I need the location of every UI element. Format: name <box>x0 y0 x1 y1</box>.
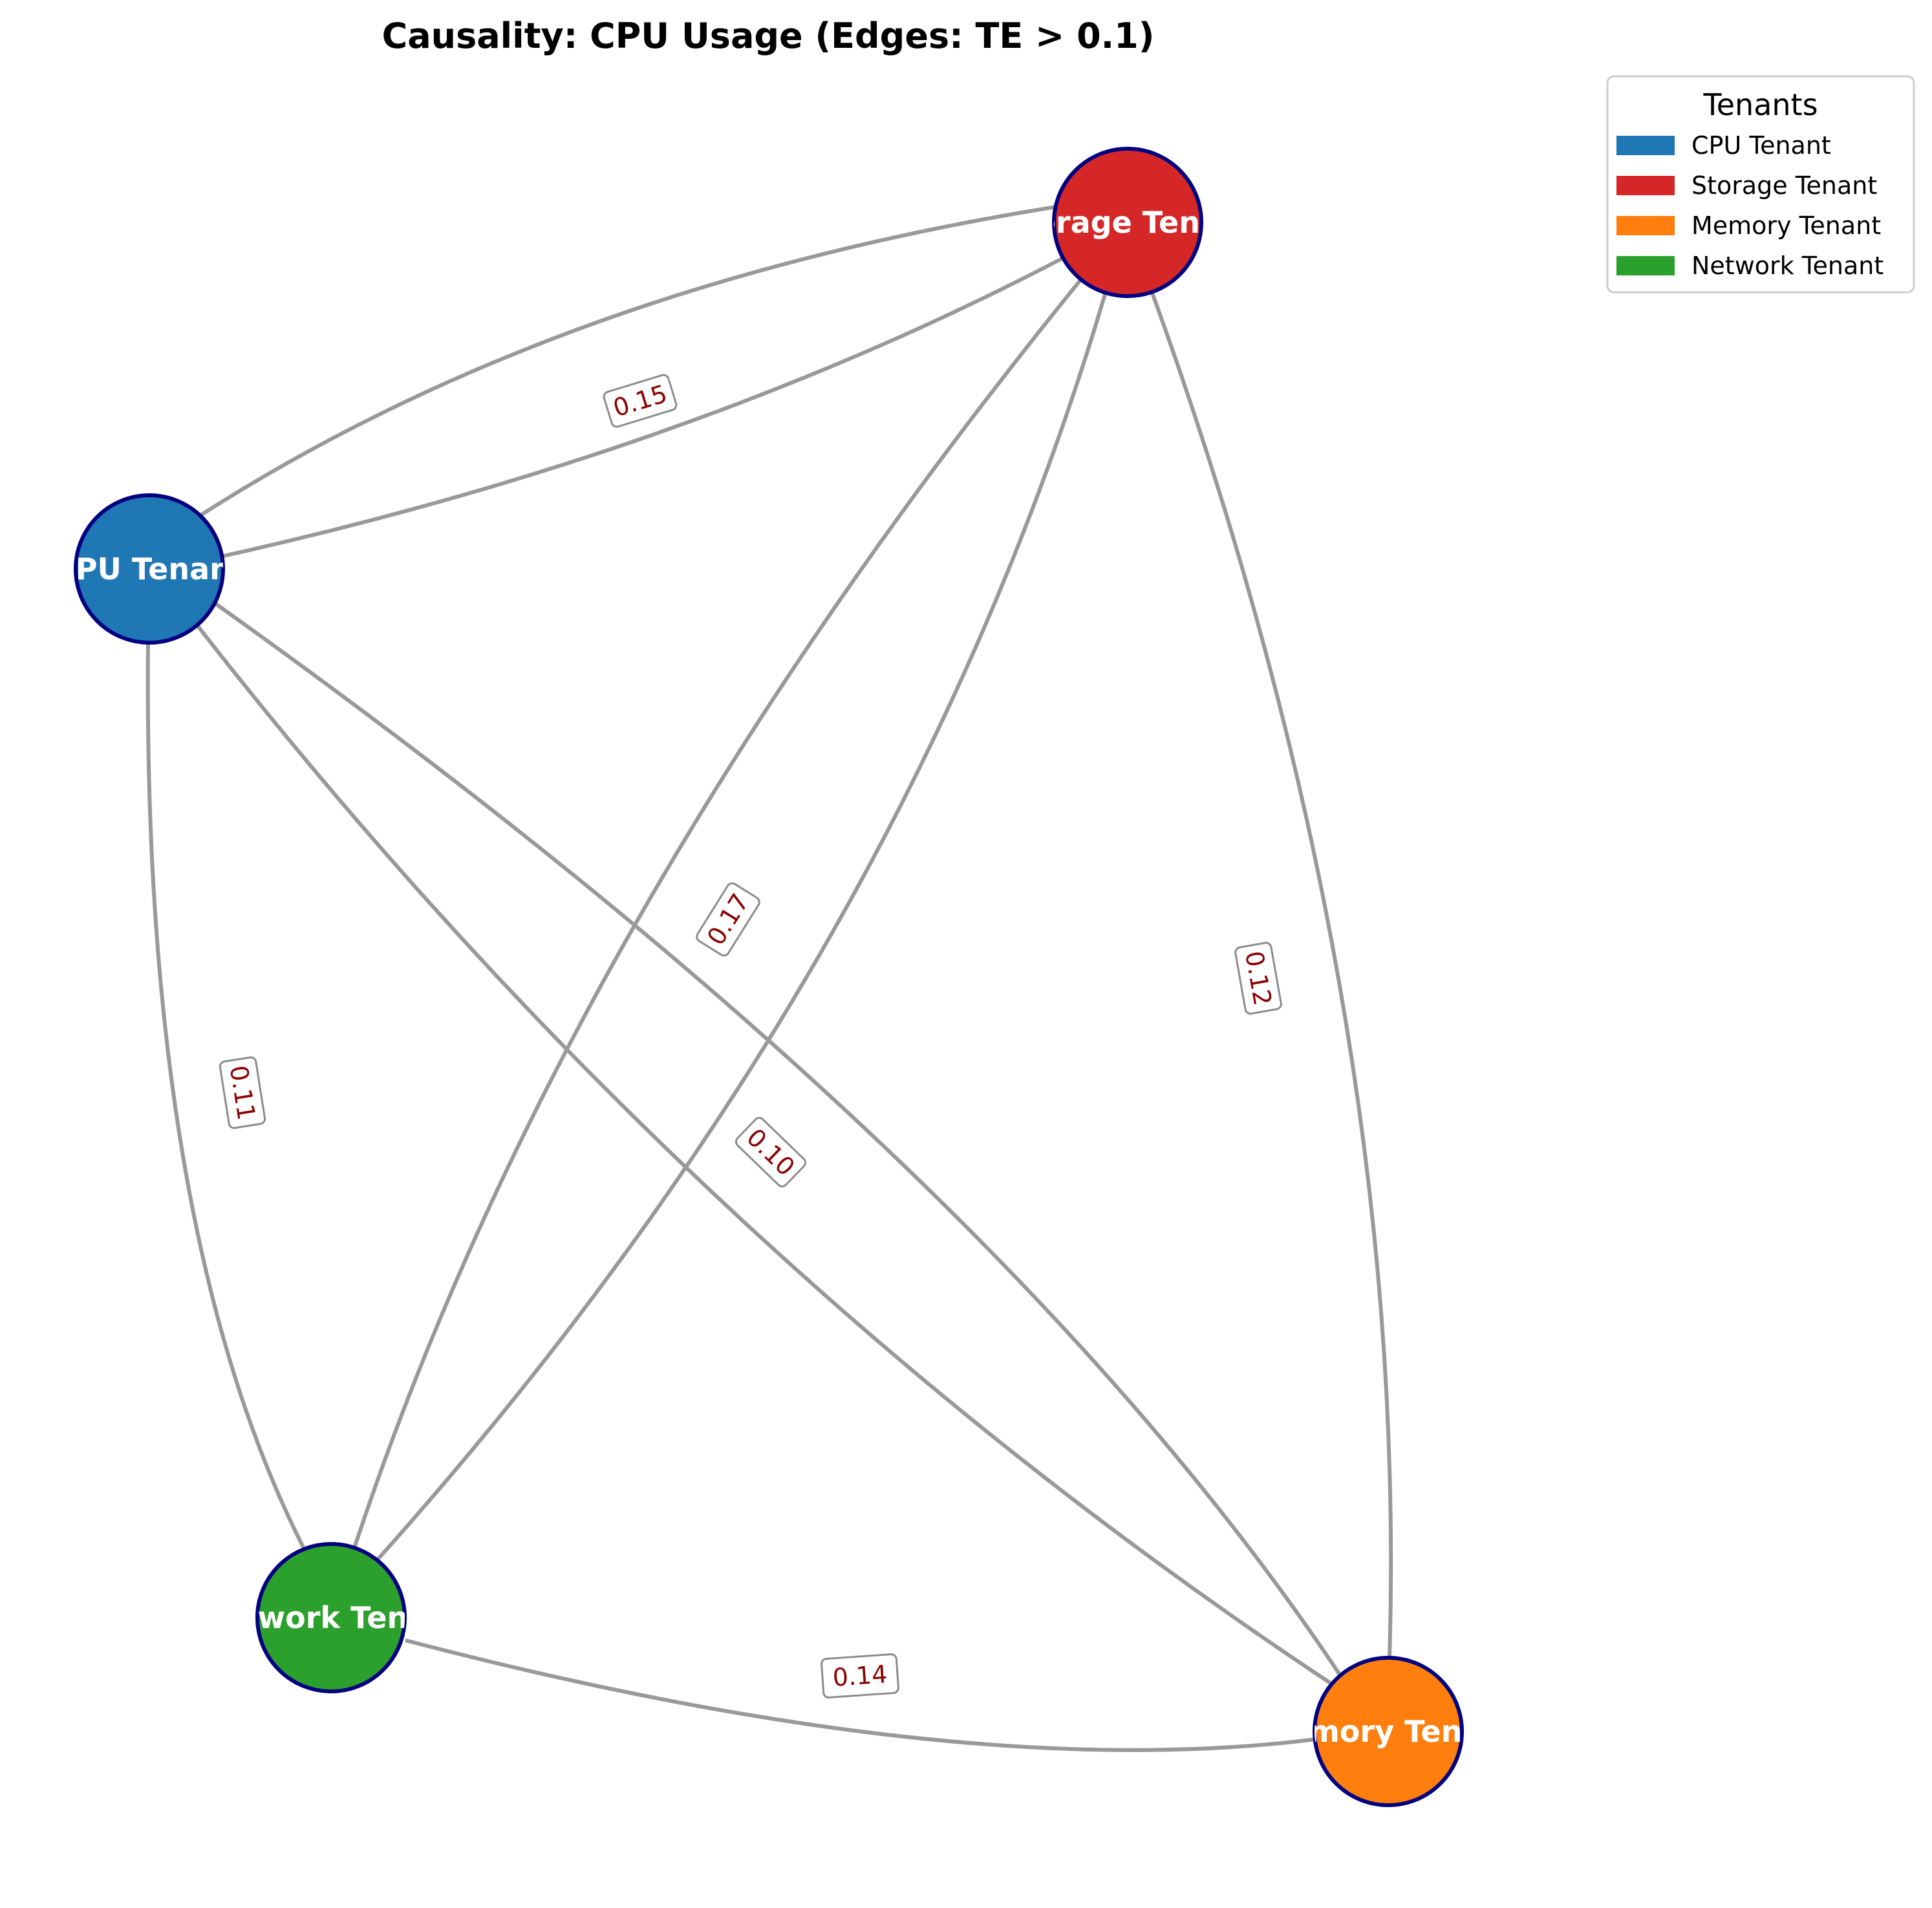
edge-labels: 0.15 0.17 0.12 0.11 0.10 0.14 <box>219 374 1282 1699</box>
edge-memory-to-cpu <box>213 601 1346 1682</box>
edge-label-cpu-storage: 0.15 <box>603 374 678 428</box>
edge-weight-text: 0.14 <box>832 1660 888 1692</box>
node-memory-circle <box>1313 1656 1464 1807</box>
edge-label-storage-memory: 0.12 <box>1234 941 1282 1015</box>
legend-item-storage: Storage Tenant <box>1616 171 1877 200</box>
edge-storage-to-cpu <box>217 255 1066 559</box>
legend-swatch-network <box>1616 256 1675 275</box>
edge-network-to-memory <box>405 1638 1316 1752</box>
legend-label-storage: Storage Tenant <box>1691 171 1877 200</box>
node-network-label: Network Tenant <box>199 1600 464 1635</box>
node-storage-label: Storage Tenant <box>1000 205 1256 240</box>
legend-swatch-memory <box>1616 216 1675 235</box>
legend-label-cpu: CPU Tenant <box>1691 131 1831 160</box>
edge-storage-to-network <box>353 278 1083 1547</box>
edge-label-storage-network: 0.17 <box>696 882 760 957</box>
edge-network-to-storage <box>376 294 1107 1561</box>
edge-cpu-to-storage <box>190 203 1069 523</box>
node-cpu-circle <box>74 493 225 645</box>
legend-item-memory: Memory Tenant <box>1616 211 1881 240</box>
legend-frame <box>1606 75 1915 294</box>
legend-label-network: Network Tenant <box>1691 252 1884 280</box>
edges <box>145 203 1393 1752</box>
legend-label-memory: Memory Tenant <box>1691 211 1881 240</box>
legend: Tenants CPU Tenant Storage Tenant Memory… <box>1606 75 1915 294</box>
edge-label-cpu-network: 0.11 <box>219 1056 266 1130</box>
node-cpu-tenant[interactable]: CPU Tenant <box>54 493 245 645</box>
legend-item-network: Network Tenant <box>1616 252 1884 280</box>
node-network-tenant[interactable]: Network Tenant <box>199 1542 464 1693</box>
edge-label-network-memory: 0.14 <box>821 1653 899 1699</box>
node-memory-label: Memory Tenant <box>1259 1714 1518 1749</box>
legend-title: Tenants <box>1702 87 1818 122</box>
legend-item-cpu: CPU Tenant <box>1616 131 1831 160</box>
legend-swatch-storage <box>1616 176 1675 195</box>
edge-cpu-to-memory <box>193 621 1336 1688</box>
node-storage-tenant[interactable]: Storage Tenant <box>1000 147 1256 298</box>
diagram-title: Causality: CPU Usage (Edges: TE > 0.1) <box>382 16 1155 56</box>
edge-cpu-to-network <box>145 643 305 1549</box>
edge-label-cpu-memory: 0.10 <box>735 1117 807 1188</box>
node-network-circle <box>255 1542 407 1693</box>
node-memory-tenant[interactable]: Memory Tenant <box>1259 1656 1518 1807</box>
legend-swatch-cpu <box>1616 136 1675 155</box>
edge-storage-to-memory <box>1150 292 1393 1658</box>
node-cpu-label: CPU Tenant <box>54 552 245 586</box>
nodes: CPU Tenant Storage Tenant Network Tenant… <box>54 147 1518 1807</box>
node-storage-circle <box>1052 147 1203 298</box>
